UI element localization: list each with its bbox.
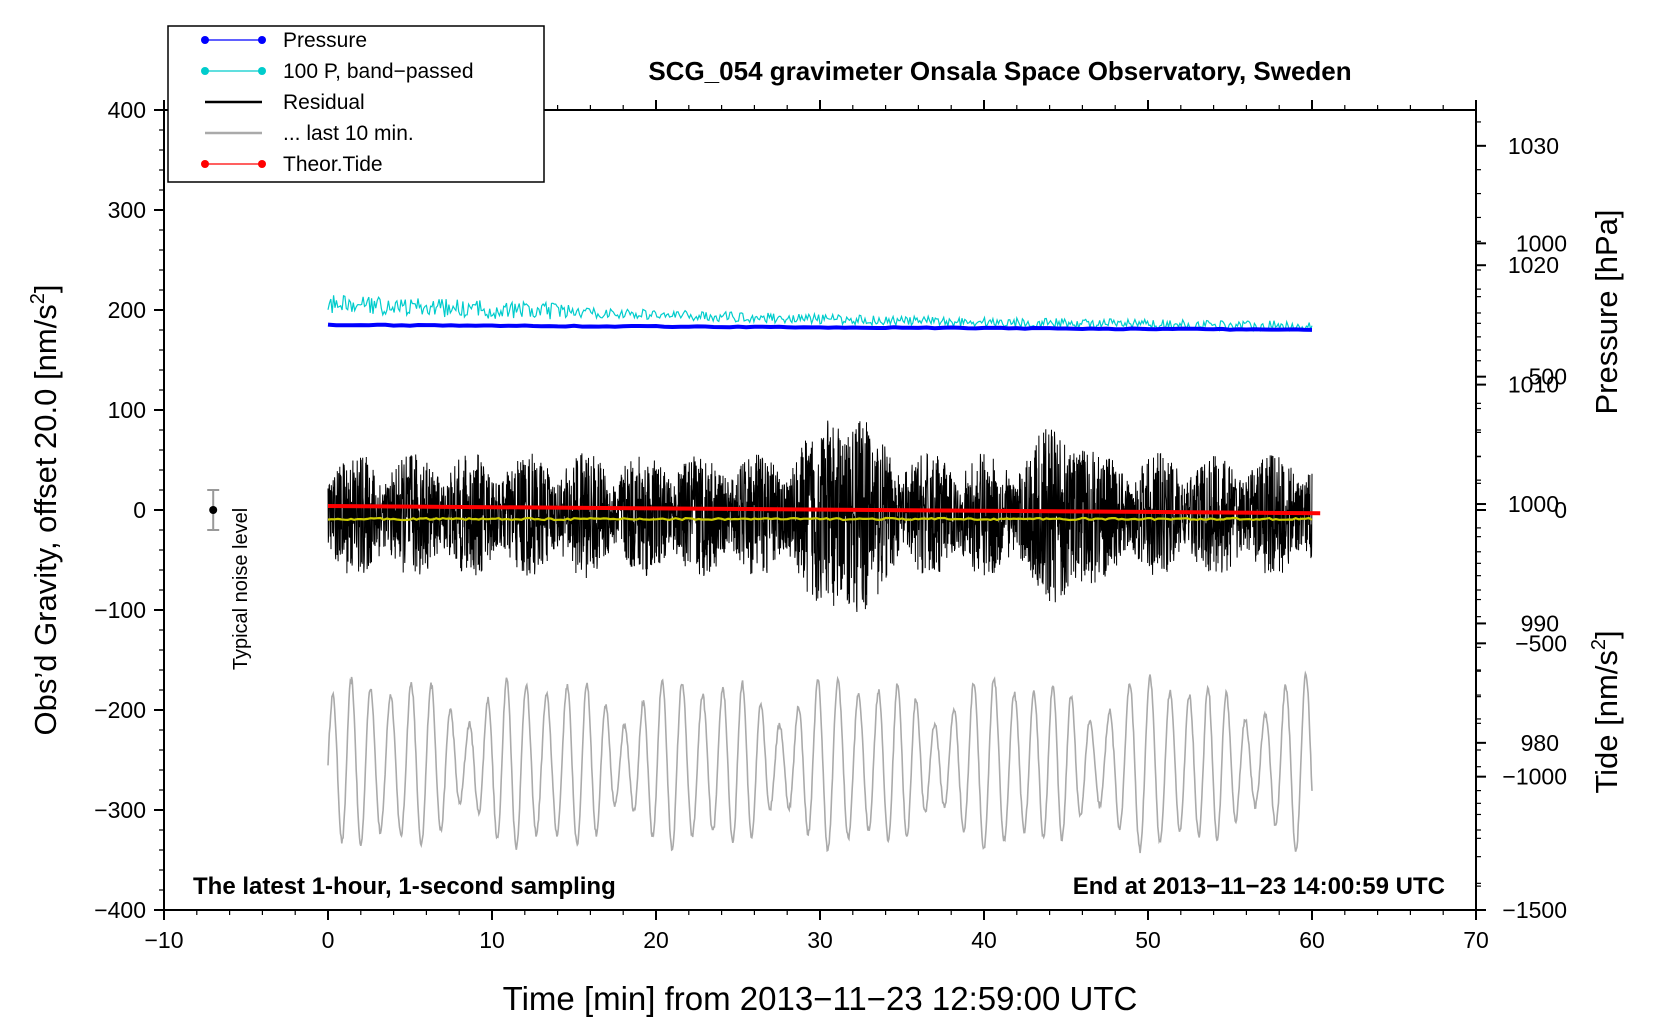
pressure-tick-label: 990 (1521, 610, 1559, 636)
plot-area (327, 294, 1321, 854)
legend-marker-right (258, 36, 266, 44)
legend-box (167, 25, 545, 183)
x-axis: −10 0 10 20 30 40 50 60 70 (144, 100, 1489, 953)
x-tick-label: 0 (322, 927, 335, 953)
legend-marker-left (201, 160, 209, 168)
legend-label: 100 P, band−passed (283, 60, 474, 83)
legend-label: Pressure (283, 29, 367, 52)
y-tick-label: 0 (133, 497, 146, 523)
series-pressure (327, 322, 1313, 332)
y-axis-label: Obs’d Gravity, offset 20.0 [nm/s2] (27, 284, 63, 735)
y-tick-label: −200 (94, 697, 146, 723)
y-axis-gravity: 400 300 200 100 0 −100 −200 −300 −400 (94, 97, 164, 923)
series-last-10-min (327, 670, 1313, 854)
y-tick-label: 300 (108, 197, 146, 223)
legend-marker-left (201, 36, 209, 44)
legend-label: ... last 10 min. (283, 122, 414, 145)
tide-tick-label: 0 (1554, 497, 1567, 523)
legend-label: Residual (283, 91, 365, 114)
x-tick-label: 10 (479, 927, 505, 953)
sampling-note: The latest 1-hour, 1-second sampling (193, 873, 616, 900)
legend-marker-right (258, 67, 266, 75)
y-axis-pressure: 1030 1020 1010 1000 990 980 (1476, 121, 1559, 887)
x-tick-label: 60 (1299, 927, 1325, 953)
x-tick-label: −10 (144, 927, 183, 953)
end-time-note: End at 2013−11−23 14:00:59 UTC (1073, 873, 1445, 900)
chart-title: SCG_054 gravimeter Onsala Space Observat… (648, 56, 1351, 86)
y-tick-label: 100 (108, 397, 146, 423)
legend-marker-left (201, 67, 209, 75)
noise-level-indicator (207, 489, 220, 531)
tide-tick-label: 1000 (1516, 230, 1567, 256)
y-tick-label: −100 (94, 597, 146, 623)
pressure-tick-label: 1020 (1508, 252, 1559, 278)
pressure-tick-label: 1010 (1508, 372, 1559, 398)
x-tick-label: 50 (1135, 927, 1161, 953)
y-tick-label: 200 (108, 297, 146, 323)
y-tick-label: −400 (94, 897, 146, 923)
x-tick-label: 30 (807, 927, 833, 953)
y-tick-label: −300 (94, 797, 146, 823)
legend-label: Theor.Tide (283, 153, 383, 176)
x-tick-label: 20 (643, 927, 669, 953)
series-residual-mean (327, 516, 1313, 522)
pressure-axis-label: Pressure [hPa] (1589, 209, 1624, 414)
pressure-tick-label: 1030 (1508, 133, 1559, 159)
tide-tick-label: −500 (1515, 630, 1567, 656)
noise-point (209, 506, 218, 514)
legend: Pressure 100 P, band−passed Residual ... la… (167, 25, 545, 183)
x-tick-label: 70 (1463, 927, 1489, 953)
tide-tick-label: 500 (1529, 364, 1567, 390)
legend-marker-right (258, 160, 266, 168)
series-residual (327, 420, 1313, 613)
noise-level-label: Typical noise level (230, 508, 252, 670)
x-tick-label: 40 (971, 927, 997, 953)
series-band-passed (327, 294, 1313, 333)
y-axis-tide: 1000 500 0 −500 −1000 −1500 (1476, 230, 1567, 923)
x-axis-label: Time [min] from 2013−11−23 12:59:00 UTC (503, 980, 1138, 1017)
tide-tick-label: −1500 (1502, 897, 1567, 923)
pressure-tick-label: 1000 (1508, 491, 1559, 517)
series-theor-tide (327, 504, 1321, 516)
tide-tick-label: −1000 (1502, 764, 1567, 790)
tide-axis-label: Tide [nm/s2] (1588, 630, 1624, 793)
y-tick-label: 400 (108, 97, 146, 123)
pressure-tick-label: 980 (1521, 730, 1559, 756)
